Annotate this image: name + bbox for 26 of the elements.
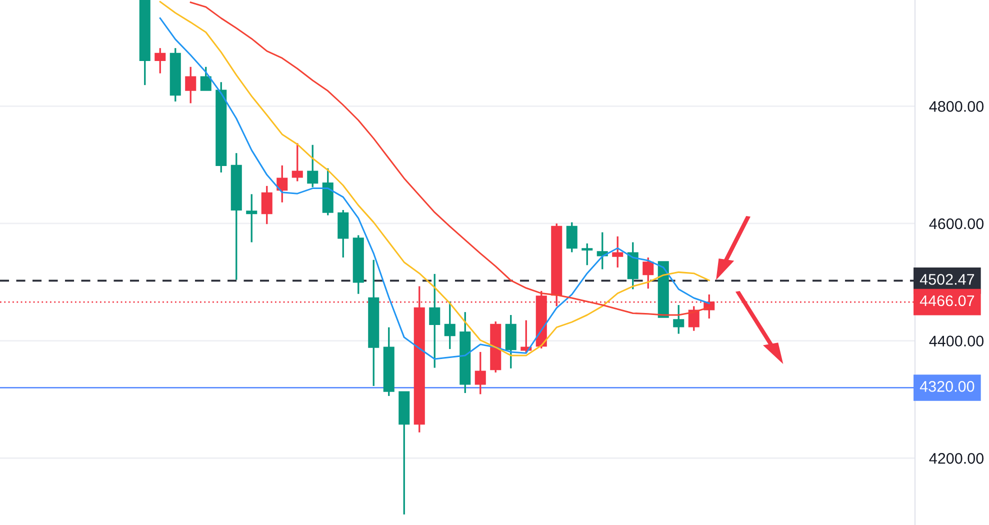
candlestick xyxy=(200,66,212,92)
candlestick xyxy=(261,185,272,225)
ref-line-label: 4502.47 xyxy=(920,274,974,285)
candlestick xyxy=(444,300,456,350)
candlestick xyxy=(642,256,654,290)
candlestick xyxy=(185,66,196,104)
y-tick-label: 4800.00 xyxy=(929,101,984,112)
candlestick xyxy=(154,47,166,74)
candlestick xyxy=(292,142,303,182)
candlestick xyxy=(612,236,624,268)
candlestick xyxy=(307,144,318,188)
candlestick xyxy=(429,273,440,369)
y-tick-label: 4200.00 xyxy=(929,452,984,464)
ref-line-label: 4320.00 xyxy=(920,381,974,392)
y-tick-label: 4600.00 xyxy=(929,218,984,230)
candlestick xyxy=(673,304,684,335)
candlestick xyxy=(276,164,288,204)
candlestick xyxy=(596,231,608,270)
ref-line-label: 4466.07 xyxy=(920,295,974,306)
candlestick xyxy=(688,305,700,332)
y-tick-label: 4400.00 xyxy=(929,336,984,346)
candlestick xyxy=(582,242,593,266)
candlestick xyxy=(474,351,486,396)
candlestick xyxy=(566,221,578,254)
candlestick xyxy=(520,319,532,354)
candlestick xyxy=(246,193,258,244)
